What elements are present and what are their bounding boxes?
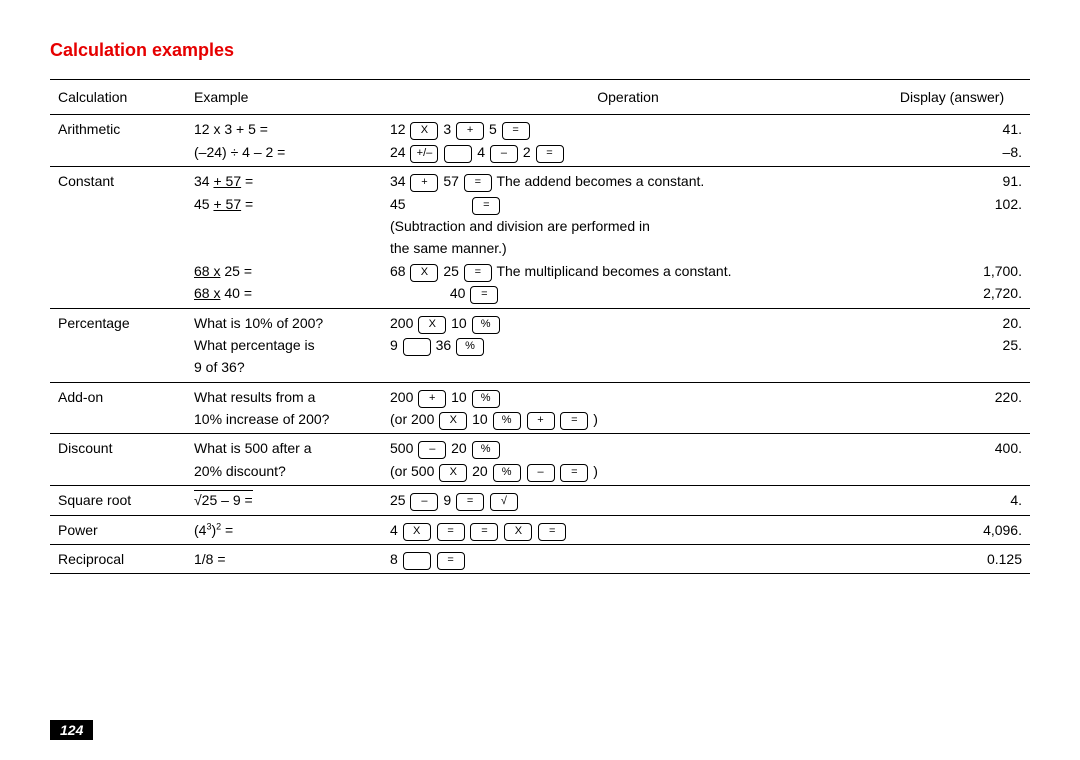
key-icon <box>444 145 472 163</box>
key-icon: X <box>504 523 532 541</box>
answer-cell: 400. <box>874 434 1030 486</box>
calc-table: Calculation Example Operation Display (a… <box>50 79 1030 574</box>
key-icon: – <box>410 493 438 511</box>
key-icon: = <box>470 523 498 541</box>
row-label: Reciprocal <box>50 545 186 574</box>
col-operation: Operation <box>382 80 874 115</box>
example-cell: What results from a 10% increase of 200? <box>186 382 382 434</box>
answer-cell: 20. 25. <box>874 308 1030 382</box>
example-cell: 12 x 3 + 5 = (–24) ÷ 4 – 2 = <box>186 115 382 167</box>
row-label: Arithmetic <box>50 115 186 167</box>
key-icon: % <box>493 412 521 430</box>
key-icon: = <box>536 145 564 163</box>
operation-cell: 25 – 9 = √ <box>382 486 874 515</box>
row-label: Power <box>50 515 186 544</box>
answer-cell: 220. <box>874 382 1030 434</box>
table-row: Square root √25 – 9 = 25 – 9 = √ 4. <box>50 486 1030 515</box>
operation-cell: 500 – 20 % (or 500 X 20 % – = ) <box>382 434 874 486</box>
key-icon: % <box>456 338 484 356</box>
key-icon: = <box>437 523 465 541</box>
key-icon: = <box>538 523 566 541</box>
key-icon: – <box>418 441 446 459</box>
key-icon: = <box>464 174 492 192</box>
key-icon: – <box>527 464 555 482</box>
key-icon: X <box>410 122 438 140</box>
page-number: 124 <box>50 720 93 740</box>
page-title: Calculation examples <box>50 40 1030 61</box>
answer-cell: 4,096. <box>874 515 1030 544</box>
key-icon: = <box>456 493 484 511</box>
key-icon: + <box>418 390 446 408</box>
table-row: Add-on What results from a 10% increase … <box>50 382 1030 434</box>
row-label: Constant <box>50 167 186 308</box>
row-label: Percentage <box>50 308 186 382</box>
key-icon: = <box>560 412 588 430</box>
key-icon <box>403 338 431 356</box>
operation-cell: 8 = <box>382 545 874 574</box>
table-row: Reciprocal 1/8 = 8 = 0.125 <box>50 545 1030 574</box>
row-label: Add-on <box>50 382 186 434</box>
operation-cell: 200 X 10 % 9 36 % <box>382 308 874 382</box>
answer-cell: 91. 102. 1,700. 2,720. <box>874 167 1030 308</box>
table-row: Power (43)2 = 4 X = = X = 4,096. <box>50 515 1030 544</box>
table-row: Discount What is 500 after a 20% discoun… <box>50 434 1030 486</box>
key-icon: = <box>472 197 500 215</box>
key-icon: = <box>437 552 465 570</box>
key-icon: + <box>527 412 555 430</box>
row-label: Square root <box>50 486 186 515</box>
key-icon: +/– <box>410 145 438 163</box>
key-icon: = <box>502 122 530 140</box>
key-icon: – <box>490 145 518 163</box>
example-cell: 1/8 = <box>186 545 382 574</box>
key-icon: √ <box>490 493 518 511</box>
key-icon: X <box>403 523 431 541</box>
example-cell: What is 500 after a 20% discount? <box>186 434 382 486</box>
key-icon: % <box>472 390 500 408</box>
operation-cell: 34 + 57 = The addend becomes a constant.… <box>382 167 874 308</box>
table-header-row: Calculation Example Operation Display (a… <box>50 80 1030 115</box>
key-icon: = <box>560 464 588 482</box>
example-cell: (43)2 = <box>186 515 382 544</box>
table-row: Percentage What is 10% of 200? What perc… <box>50 308 1030 382</box>
key-icon <box>403 552 431 570</box>
col-display: Display (answer) <box>874 80 1030 115</box>
key-icon: + <box>456 122 484 140</box>
operation-cell: 200 + 10 % (or 200 X 10 % + = ) <box>382 382 874 434</box>
key-icon: = <box>464 264 492 282</box>
col-example: Example <box>186 80 382 115</box>
answer-cell: 4. <box>874 486 1030 515</box>
key-icon: % <box>472 441 500 459</box>
example-cell: √25 – 9 = <box>186 486 382 515</box>
answer-cell: 0.125 <box>874 545 1030 574</box>
key-icon: % <box>493 464 521 482</box>
key-icon: X <box>439 464 467 482</box>
col-calculation: Calculation <box>50 80 186 115</box>
table-row: Arithmetic 12 x 3 + 5 = (–24) ÷ 4 – 2 = … <box>50 115 1030 167</box>
key-icon: X <box>418 316 446 334</box>
key-icon: X <box>410 264 438 282</box>
answer-cell: 41. –8. <box>874 115 1030 167</box>
example-cell: 34 + 57 = 45 + 57 = 68 x 25 = 68 x 40 = <box>186 167 382 308</box>
key-icon: + <box>410 174 438 192</box>
operation-cell: 4 X = = X = <box>382 515 874 544</box>
operation-cell: 12 X 3 + 5 = 24 +/– 4 – 2 = <box>382 115 874 167</box>
row-label: Discount <box>50 434 186 486</box>
example-cell: What is 10% of 200? What percentage is 9… <box>186 308 382 382</box>
key-icon: % <box>472 316 500 334</box>
key-icon: X <box>439 412 467 430</box>
table-row: Constant 34 + 57 = 45 + 57 = 68 x 25 = 6… <box>50 167 1030 308</box>
key-icon: = <box>470 286 498 304</box>
